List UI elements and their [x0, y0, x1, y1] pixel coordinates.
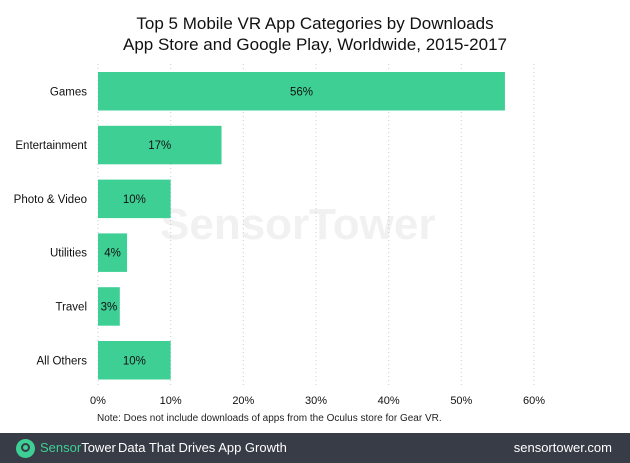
tagline: Data That Drives App Growth: [118, 440, 287, 455]
x-tick-label: 30%: [305, 395, 327, 407]
bar: [98, 179, 171, 219]
brand-part-b: Tower: [81, 440, 116, 455]
category-label: All Others: [37, 355, 88, 367]
category-label: Photo & Video: [14, 194, 87, 206]
bar: [98, 233, 128, 272]
x-tick-label: 40%: [378, 395, 400, 407]
category-label: Travel: [55, 301, 87, 313]
bar: [98, 341, 171, 380]
bar-chart: 0% 10% 20% 30% 40% 50% 60% Games 56% Entertainmen…: [14, 64, 545, 407]
data-label: 10%: [123, 194, 146, 206]
sensortower-logo-icon: [16, 439, 35, 458]
chart-subtitle: App Store and Google Play, Worldwide, 20…: [122, 35, 507, 54]
chart-note: Note: Does not include downloads of apps…: [97, 413, 442, 424]
watermark: SensorTower: [160, 200, 436, 249]
category-label: Games: [50, 86, 87, 98]
data-label: 4%: [104, 248, 121, 260]
chart-title: Top 5 Mobile VR App Categories by Downlo…: [136, 14, 494, 33]
data-label: 3%: [101, 301, 118, 313]
x-tick-label: 0%: [90, 395, 106, 407]
website-link[interactable]: sensortower.com: [513, 440, 612, 455]
data-label: 17%: [148, 140, 171, 152]
bar: [98, 287, 120, 326]
category-label: Entertainment: [15, 140, 87, 152]
data-label: 56%: [290, 86, 313, 98]
x-tick-label: 50%: [450, 395, 472, 407]
bar: [98, 125, 222, 165]
x-tick-label: 60%: [523, 395, 545, 407]
brand-name: SensorTower: [40, 440, 116, 455]
bar: [98, 72, 505, 111]
x-tick-label: 20%: [232, 395, 254, 407]
category-label: Utilities: [50, 248, 87, 260]
x-tick-label: 10%: [160, 395, 182, 407]
footer: SensorTower Data That Drives App Growth …: [0, 433, 630, 463]
brand-part-a: Sensor: [40, 440, 82, 455]
data-label: 10%: [123, 355, 146, 367]
